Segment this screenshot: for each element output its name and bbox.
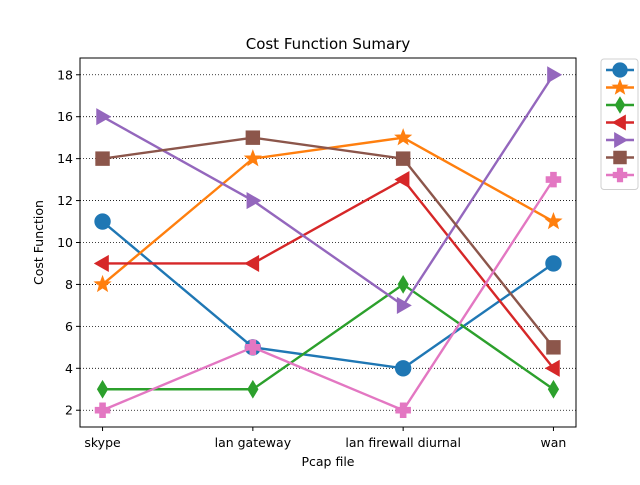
y-tick-label: 4 <box>65 361 73 376</box>
data-point <box>544 211 563 230</box>
data-point <box>394 360 412 377</box>
legend-entry <box>606 96 634 114</box>
chart-title: Cost Function Sumary <box>246 35 411 53</box>
data-point <box>545 171 562 188</box>
y-tick-label: 10 <box>57 235 73 250</box>
x-tick-label: lan firewall diurnal <box>345 435 461 450</box>
legend-entry <box>606 131 634 149</box>
y-tick-label: 2 <box>65 403 73 418</box>
data-point <box>94 402 111 419</box>
legend-marker <box>611 78 629 95</box>
series-5 <box>96 66 563 314</box>
x-axis-label: Pcap file <box>301 454 354 469</box>
data-point <box>546 340 561 355</box>
data-point <box>245 339 261 356</box>
y-axis-label: Cost Function <box>31 200 46 285</box>
x-axis: skype lan gateway lan firewall diurnal wan <box>84 427 566 450</box>
legend-marker <box>614 96 626 114</box>
legend-marker <box>613 150 627 165</box>
series-line <box>102 283 555 391</box>
series-1 <box>94 213 562 377</box>
legend-entry <box>606 78 634 95</box>
data-point <box>95 151 110 166</box>
series-line <box>102 178 555 412</box>
data-point <box>547 379 560 399</box>
y-tick-label: 16 <box>57 109 73 124</box>
series-6 <box>95 130 561 355</box>
series-7 <box>94 171 562 419</box>
legend-marker <box>612 62 628 78</box>
data-point <box>246 192 262 210</box>
legend-entry <box>606 150 634 165</box>
series-4 <box>93 171 560 377</box>
data-point <box>394 128 413 146</box>
data-point <box>245 130 261 145</box>
y-tick-label: 8 <box>65 277 73 292</box>
data-point <box>96 108 112 126</box>
legend-entry <box>606 62 634 78</box>
data-point <box>247 379 259 399</box>
data-point <box>547 66 563 84</box>
y-tick-label: 6 <box>65 319 73 334</box>
data-point <box>395 151 411 166</box>
data-point <box>544 359 560 377</box>
legend <box>600 58 639 190</box>
data-point <box>93 254 109 273</box>
x-tick-label: wan <box>541 435 567 450</box>
series-line <box>102 136 555 349</box>
x-tick-label: lan gateway <box>215 435 292 450</box>
series-3 <box>96 275 560 399</box>
legend-marker <box>612 167 628 183</box>
x-tick-label: skype <box>84 435 121 450</box>
data-point <box>244 254 260 273</box>
y-tick-label: 14 <box>57 151 73 166</box>
data-point <box>397 275 409 294</box>
data-point <box>396 296 412 314</box>
y-axis: 2 4 6 8 10 12 14 16 18 <box>57 67 80 418</box>
series-line <box>102 178 555 370</box>
data-point <box>394 171 410 189</box>
data-point <box>395 402 411 419</box>
data-point <box>93 274 112 293</box>
data-point <box>94 213 111 230</box>
legend-entry <box>606 114 634 131</box>
data-point <box>243 149 262 167</box>
y-tick-label: 12 <box>57 193 73 208</box>
legend-entry <box>606 167 634 183</box>
legend-marker <box>614 131 629 149</box>
series-line <box>101 74 555 307</box>
series-line <box>101 220 555 370</box>
data-point <box>545 255 562 272</box>
data-point <box>96 379 109 399</box>
series-2 <box>93 128 563 293</box>
series-layer <box>93 66 563 419</box>
legend-marker <box>611 114 626 131</box>
y-tick-label: 18 <box>57 67 73 82</box>
